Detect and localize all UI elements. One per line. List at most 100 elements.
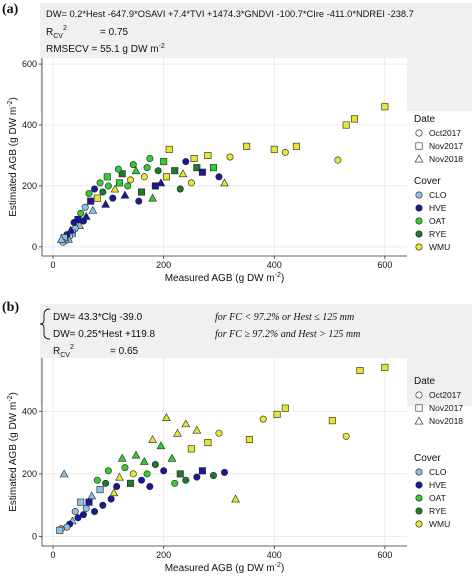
data-point bbox=[99, 188, 107, 196]
data-point bbox=[160, 158, 168, 166]
data-point bbox=[187, 445, 195, 453]
data-point bbox=[334, 156, 342, 164]
data-point bbox=[96, 179, 104, 187]
data-point bbox=[146, 482, 154, 490]
legend-cover-label: RYE bbox=[429, 229, 447, 239]
data-point bbox=[181, 419, 191, 428]
legend-cover-marker bbox=[415, 217, 423, 225]
legend-date-title: Date bbox=[414, 376, 436, 387]
x-tick-label: 400 bbox=[267, 550, 282, 560]
data-point bbox=[104, 182, 112, 190]
data-point bbox=[270, 145, 278, 153]
legend-cover-label: HVE bbox=[429, 203, 447, 213]
data-point bbox=[121, 464, 129, 472]
data-point bbox=[103, 173, 111, 181]
brace bbox=[39, 308, 51, 340]
legend-date-title: Date bbox=[414, 114, 436, 125]
data-point bbox=[110, 184, 120, 193]
data-point bbox=[93, 194, 101, 202]
data-point bbox=[148, 435, 157, 443]
legend-cover-marker bbox=[415, 243, 423, 251]
equation-text: DW= 0.2*Hest -647.9*OSAVI +7.4*TVI +1474… bbox=[46, 9, 414, 19]
data-point bbox=[342, 121, 350, 129]
data-point bbox=[198, 168, 206, 176]
data-point bbox=[342, 432, 350, 440]
data-point bbox=[138, 188, 146, 196]
data-point bbox=[124, 182, 132, 190]
legend-date-marker bbox=[415, 142, 423, 150]
x-tick-label: 0 bbox=[51, 260, 56, 270]
data-point bbox=[99, 501, 107, 509]
panel-label: (b) bbox=[2, 300, 20, 315]
data-point bbox=[209, 164, 217, 172]
legend-cover-marker bbox=[415, 204, 423, 212]
rcv2-text: RCV2 = 0.75 bbox=[46, 25, 129, 40]
data-point bbox=[77, 498, 85, 506]
data-point bbox=[77, 209, 85, 217]
data-point bbox=[292, 142, 300, 150]
data-point bbox=[138, 476, 146, 484]
data-point bbox=[151, 461, 159, 469]
data-point bbox=[146, 155, 154, 163]
legend-date-label: Nov2018 bbox=[429, 416, 463, 426]
data-point bbox=[81, 203, 89, 211]
data-point bbox=[281, 148, 289, 156]
data-point bbox=[143, 164, 151, 172]
data-point bbox=[109, 194, 117, 202]
y-axis-label: Estimated AGB (g DW m-2) bbox=[7, 392, 19, 512]
data-point bbox=[151, 182, 159, 190]
data-point bbox=[381, 363, 389, 371]
data-point bbox=[350, 115, 358, 123]
legend-cover-marker bbox=[415, 520, 423, 528]
legend-cover-marker bbox=[415, 230, 423, 238]
data-point bbox=[209, 472, 217, 480]
data-point bbox=[120, 190, 130, 199]
data-point bbox=[171, 479, 179, 487]
legend-cover-label: RYE bbox=[429, 506, 447, 516]
legend-cover-label: CLO bbox=[429, 190, 447, 200]
data-point bbox=[226, 153, 234, 161]
data-point bbox=[148, 193, 157, 202]
data-point bbox=[59, 469, 69, 478]
data-point bbox=[107, 495, 115, 503]
legend-cover-label: WMU bbox=[429, 242, 450, 252]
data-point bbox=[176, 470, 184, 478]
legend-cover-marker bbox=[415, 507, 423, 515]
data-point bbox=[96, 486, 104, 494]
data-point bbox=[198, 467, 206, 475]
legend-cover-marker bbox=[415, 191, 423, 199]
panel-b: (b) DW= 43.3*Clg -39.0 for FC < 97.2% or … bbox=[0, 296, 474, 579]
data-point bbox=[113, 482, 121, 490]
data-point bbox=[178, 169, 188, 178]
legend-cover-label: WMU bbox=[429, 519, 450, 529]
data-point bbox=[356, 367, 364, 375]
data-point bbox=[93, 476, 101, 484]
data-point bbox=[156, 441, 166, 450]
legend-cover-label: CLO bbox=[429, 467, 447, 477]
data-point bbox=[193, 473, 201, 481]
legend-cover-marker bbox=[415, 468, 423, 476]
x-tick-label: 0 bbox=[51, 550, 56, 560]
data-point bbox=[190, 155, 198, 163]
data-point bbox=[88, 205, 98, 214]
data-point bbox=[187, 179, 195, 187]
data-point bbox=[85, 190, 93, 198]
data-point bbox=[85, 498, 93, 506]
data-point bbox=[117, 453, 127, 462]
data-point bbox=[259, 415, 267, 423]
data-point bbox=[143, 470, 151, 478]
data-point bbox=[115, 472, 124, 481]
legend-cover-marker bbox=[415, 494, 423, 502]
data-point bbox=[381, 103, 389, 111]
data-point bbox=[204, 439, 212, 447]
x-tick-label: 600 bbox=[377, 260, 392, 270]
data-point bbox=[79, 511, 87, 519]
data-point bbox=[126, 479, 134, 487]
y-tick-label: 200 bbox=[22, 469, 37, 479]
plot-area bbox=[42, 58, 407, 256]
data-point bbox=[192, 425, 202, 434]
legend-date-marker bbox=[414, 416, 424, 425]
legend-date-label: Nov2017 bbox=[429, 403, 463, 413]
legend-cover-label: OAT bbox=[429, 216, 446, 226]
data-point bbox=[129, 161, 137, 169]
